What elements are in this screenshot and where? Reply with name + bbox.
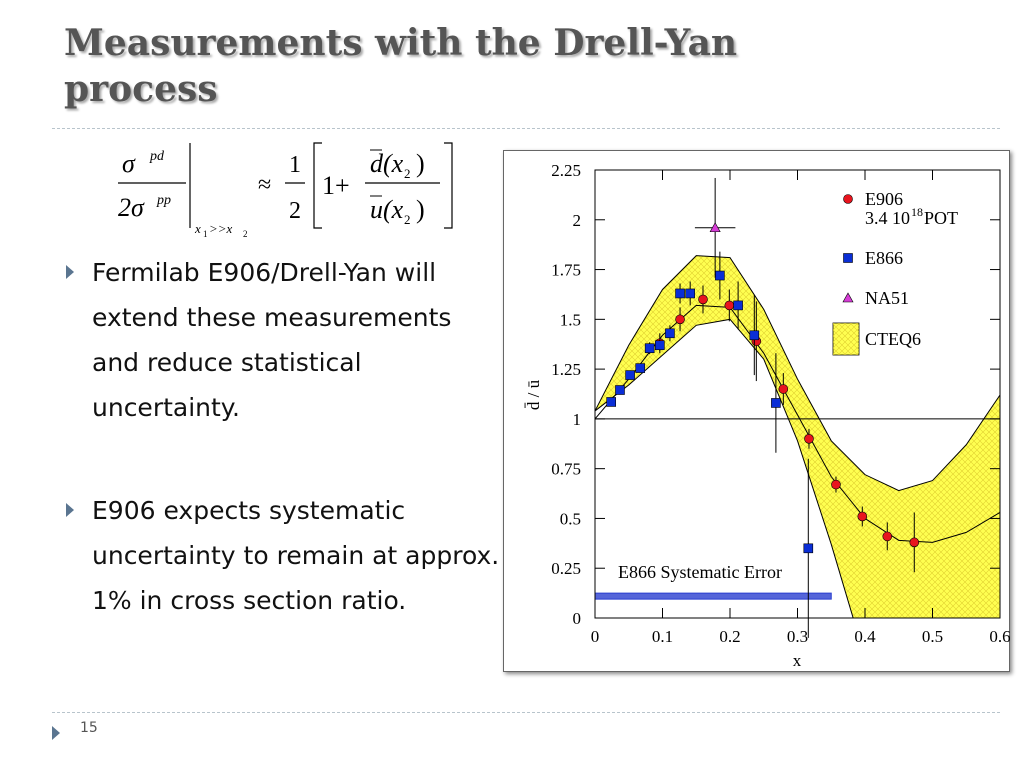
- band-edge: [595, 255, 1000, 492]
- data-point: [724, 300, 735, 311]
- bullet-text: E906 expects systematic uncertainty to r…: [92, 496, 500, 615]
- bullet-icon: [66, 503, 74, 517]
- page-number: 15: [80, 720, 98, 736]
- y-tick-label: 0.5: [560, 509, 581, 528]
- data-point: [857, 511, 868, 522]
- page-icon: [52, 726, 60, 740]
- y-axis-label: d̄ / ū: [524, 379, 543, 410]
- formula-part: 1: [203, 229, 208, 239]
- data-point: [778, 384, 789, 394]
- data-point: [909, 537, 920, 548]
- formula-part: (x: [383, 149, 404, 178]
- data-point: [625, 370, 635, 380]
- data-point: [803, 543, 814, 554]
- data-point: [698, 294, 708, 305]
- data-point: [675, 288, 685, 299]
- bullet-text: Fermilab E906/Drell-Yan will extend thes…: [92, 258, 452, 422]
- data-point: [655, 340, 665, 351]
- y-tick-label: 1.5: [560, 310, 581, 329]
- data-point: [882, 531, 893, 542]
- data-point: [675, 314, 685, 325]
- data-point: [749, 330, 760, 341]
- plot-area: [595, 255, 1000, 618]
- formula-part: ): [416, 149, 425, 178]
- formula-part: 2: [404, 212, 411, 227]
- x-tick-label: 0: [591, 627, 600, 646]
- formula-part: ≈: [258, 172, 271, 198]
- x-tick-label: 0.1: [652, 627, 673, 646]
- data-point: [715, 270, 725, 281]
- x-tick-label: 0.2: [719, 627, 740, 646]
- legend-note: 18: [911, 205, 923, 219]
- formula-part: σ: [122, 149, 136, 178]
- chart: E866 Systematic Error 0 0.25 0.5 0.75 1 1.25 1.…: [503, 150, 1010, 672]
- formula-part: (x: [383, 195, 404, 224]
- band-edge: [595, 318, 1000, 618]
- data-point: [733, 300, 743, 311]
- legend-swatch: [843, 253, 853, 263]
- formula-part: ): [416, 195, 425, 224]
- formula-part: pp: [156, 193, 171, 208]
- data-point: [644, 343, 655, 354]
- data-point: [665, 328, 675, 339]
- x-axis-label: x: [793, 651, 802, 670]
- fit-curve: [595, 304, 1000, 543]
- y-tick-label: 1.75: [551, 261, 581, 280]
- band-hatch: [595, 255, 1000, 618]
- systematic-band: [595, 592, 832, 600]
- data-point: [685, 288, 695, 299]
- formula-part: >>x: [209, 221, 233, 236]
- legend-swatch: [843, 194, 853, 204]
- data-point: [635, 363, 646, 373]
- formula-part: 1+: [322, 171, 350, 200]
- bracket: [313, 142, 322, 229]
- y-tick-label: 1: [573, 410, 582, 429]
- y-tick-label: 0.25: [551, 559, 581, 578]
- legend-label: CTEQ6: [865, 329, 921, 349]
- legend-label: E866: [865, 248, 903, 268]
- formula-part: d: [370, 149, 384, 178]
- formula-part: 2: [289, 198, 301, 224]
- legend-label: NA51: [865, 288, 909, 308]
- formula-part: 1: [289, 152, 301, 178]
- data-point: [615, 385, 625, 395]
- data-point: [606, 397, 616, 407]
- slide-title: Measurements with the Drell-Yan process: [64, 22, 738, 110]
- formula-part: x: [194, 221, 201, 236]
- x-tick-label: 0.4: [854, 627, 876, 646]
- divider: [52, 128, 1000, 129]
- formula-part: 2σ: [118, 193, 145, 222]
- x-tick-label: 0.6: [989, 627, 1010, 646]
- data-point: [771, 398, 781, 408]
- formula-part: pd: [149, 149, 165, 164]
- y-tick-label: 0.75: [551, 460, 581, 479]
- y-tick-label: 0: [573, 609, 582, 628]
- systematic-label: E866 Systematic Error: [618, 562, 782, 582]
- formula-part: u: [370, 195, 383, 224]
- data-point: [831, 479, 841, 490]
- legend-label: E906: [865, 189, 903, 209]
- data-point: [709, 222, 721, 233]
- formula-part: 2: [243, 229, 248, 239]
- bracket: [444, 142, 453, 229]
- y-tick-label: 2: [573, 211, 582, 230]
- divider: [52, 712, 1000, 713]
- legend-note: POT: [924, 208, 958, 228]
- legend-swatch: [833, 323, 859, 355]
- y-tick-label: 1.25: [551, 360, 581, 379]
- legend-note: 3.4 10: [865, 208, 910, 228]
- legend-swatch: [842, 292, 854, 303]
- bullet-icon: [66, 265, 74, 279]
- x-tick-label: 0.3: [787, 627, 808, 646]
- data-point: [804, 433, 814, 444]
- y-tick-label: 2.25: [551, 161, 581, 180]
- x-tick-label: 0.5: [922, 627, 943, 646]
- formula-part: 2: [404, 166, 411, 181]
